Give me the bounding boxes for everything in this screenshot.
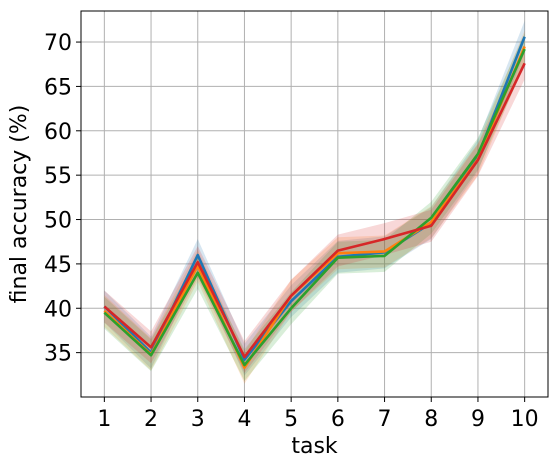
x-tick-label: 4 (237, 407, 251, 432)
y-tick-label: 55 (44, 164, 72, 189)
y-tick-label: 35 (44, 342, 72, 367)
y-axis-label: final accuracy (%) (7, 105, 32, 304)
plot-frame (80, 10, 549, 398)
y-ticks: 35 40 45 50 55 60 65 70 (44, 31, 81, 367)
confidence-bands (104, 20, 525, 384)
x-ticks: 1 2 3 4 5 6 7 8 9 10 (97, 397, 539, 432)
x-tick-label: 7 (378, 407, 392, 432)
x-tick-label: 9 (471, 407, 485, 432)
y-tick-label: 65 (44, 75, 72, 100)
x-tick-label: 6 (331, 407, 345, 432)
y-tick-label: 45 (44, 253, 72, 278)
series-line (103, 48, 526, 367)
series-lines (103, 36, 526, 370)
x-tick-label: 1 (97, 407, 111, 432)
x-tick-label: 8 (424, 407, 438, 432)
x-tick-label: 2 (144, 407, 158, 432)
x-axis-label: task (291, 434, 338, 459)
y-tick-label: 60 (44, 120, 72, 145)
series-line (103, 62, 526, 359)
grid (81, 11, 548, 397)
y-tick-label: 70 (44, 31, 72, 56)
x-tick-label: 3 (191, 407, 205, 432)
x-tick-label: 5 (284, 407, 298, 432)
x-tick-label: 10 (511, 407, 539, 432)
y-tick-label: 40 (44, 297, 72, 322)
y-tick-label: 50 (44, 209, 72, 234)
